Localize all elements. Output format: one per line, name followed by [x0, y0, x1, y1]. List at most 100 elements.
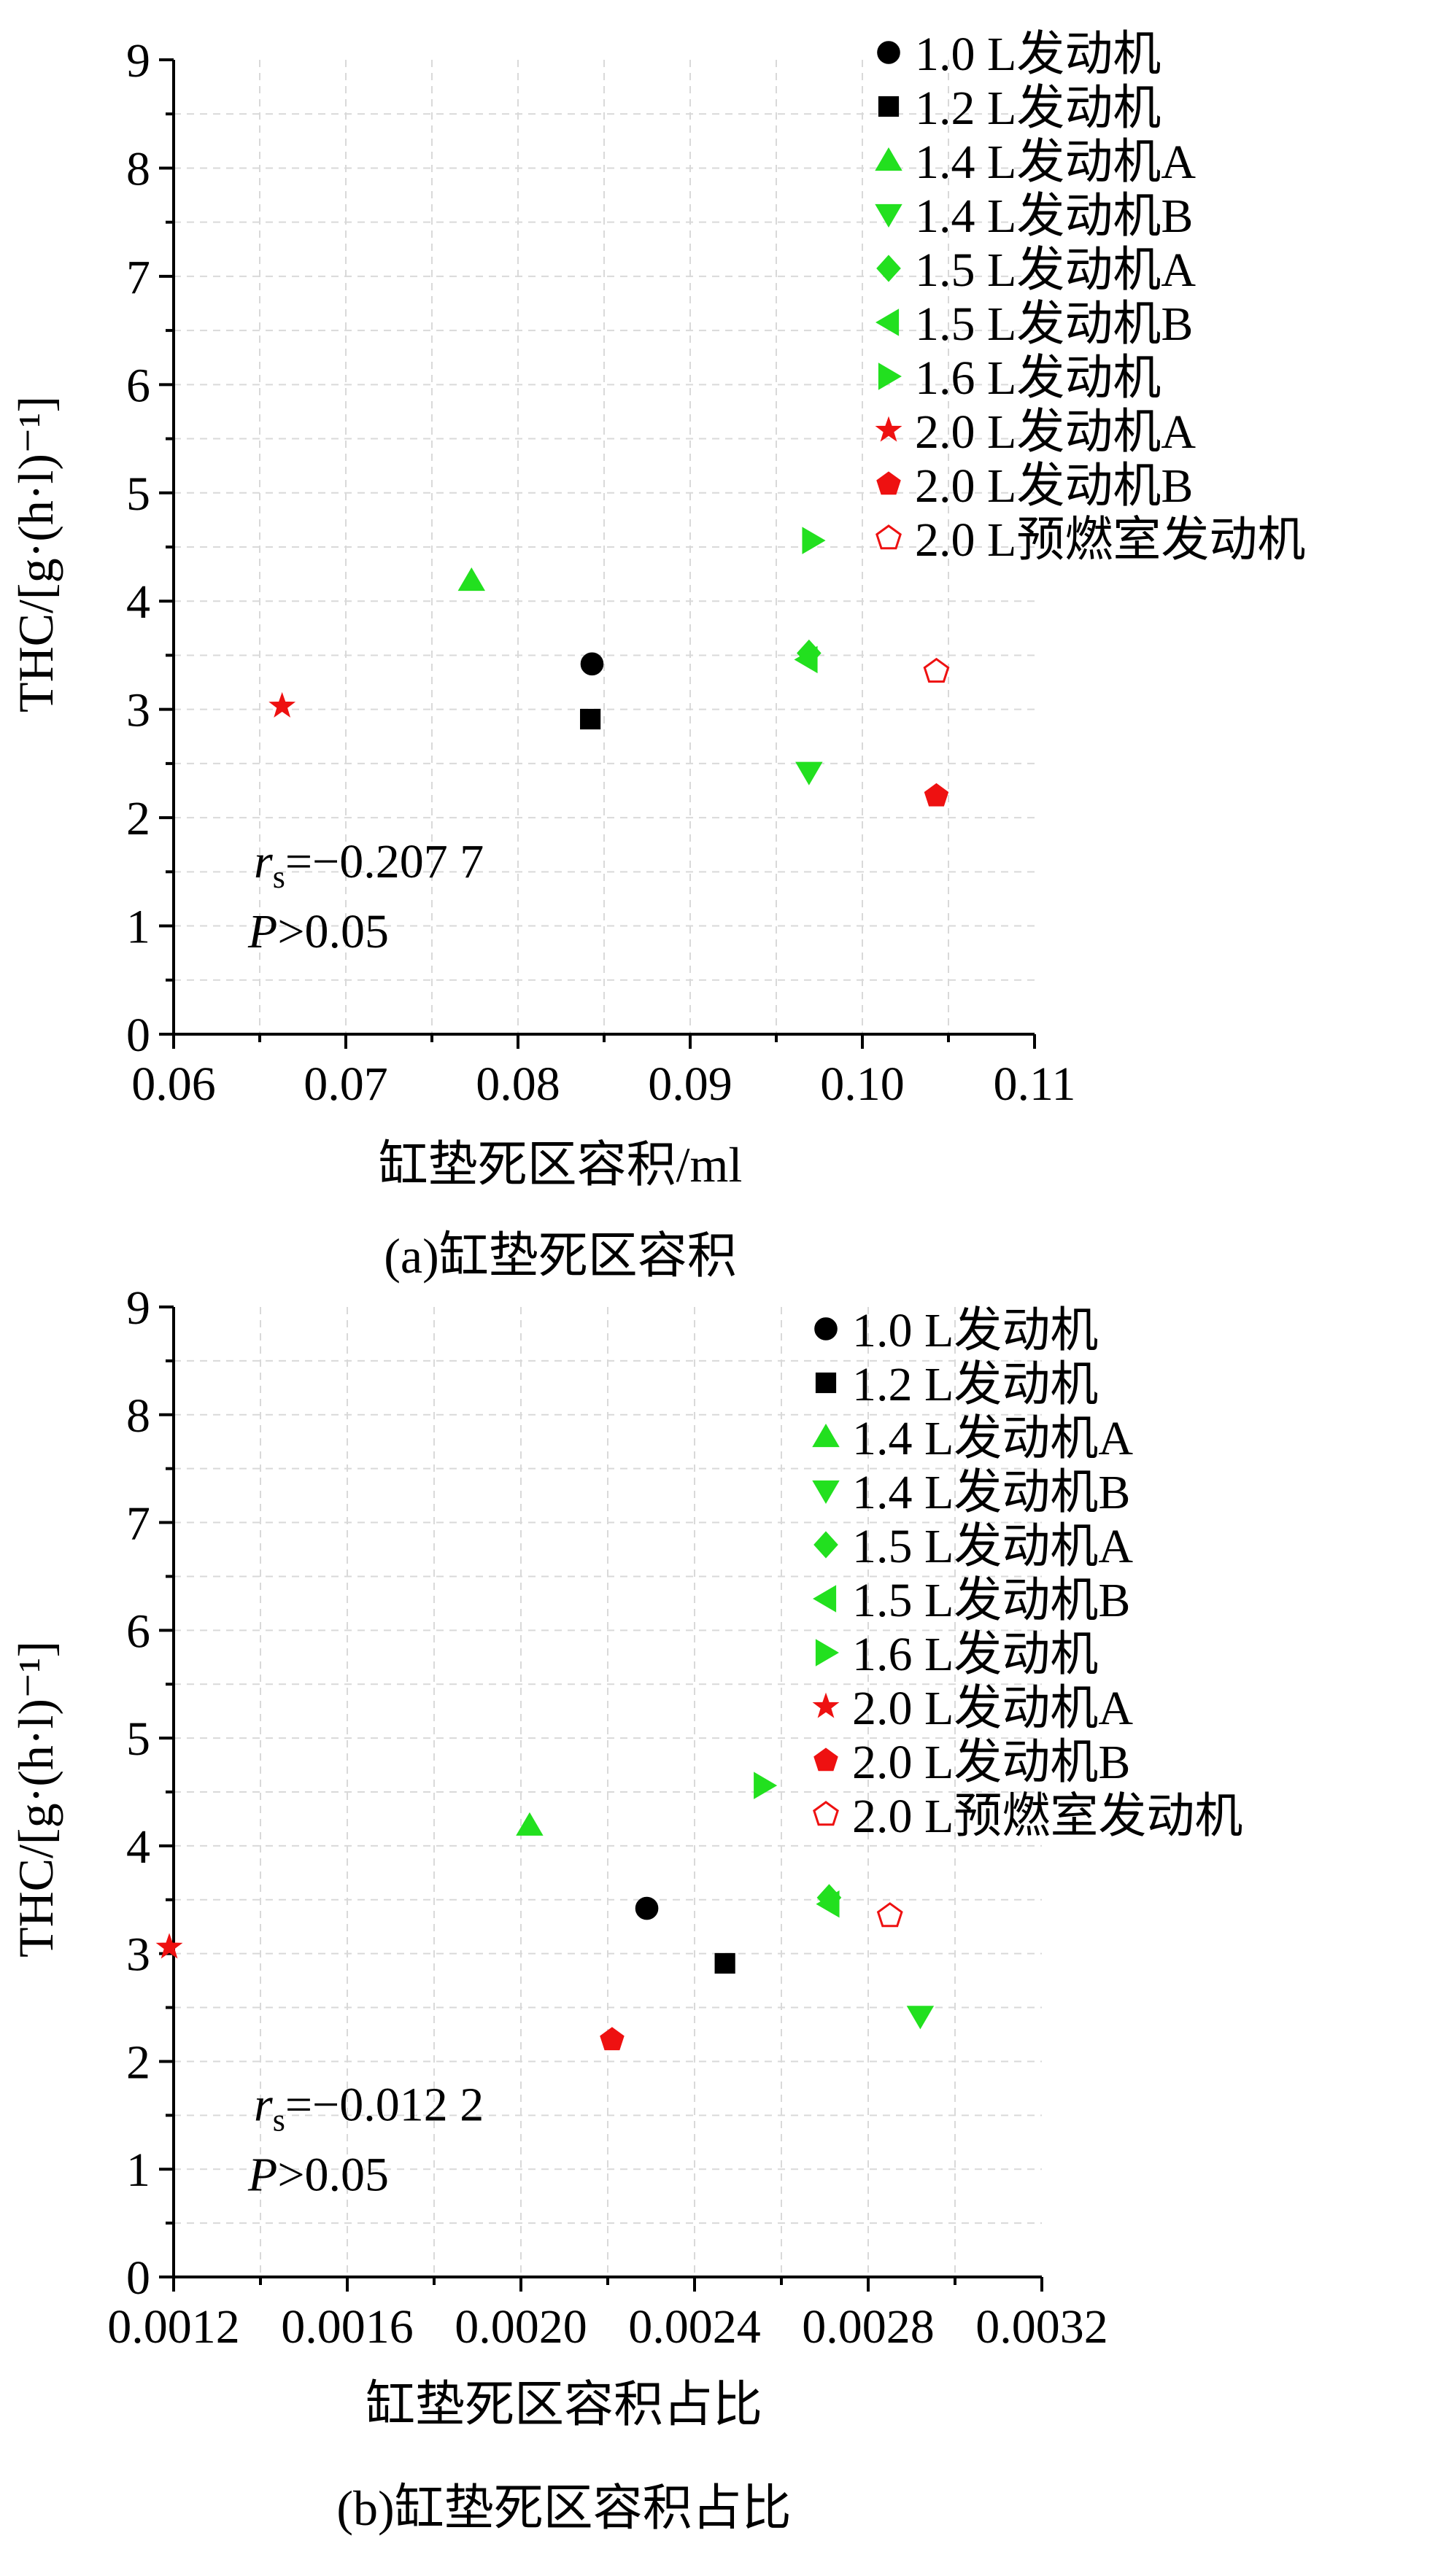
legend-marker — [813, 1585, 837, 1613]
x-axis-title: 缸垫死区容积/ml — [379, 1137, 743, 1192]
x-tick-label: 0.06 — [131, 1058, 216, 1111]
legend-label: 1.6 L发动机 — [852, 1628, 1098, 1681]
data-point — [876, 1902, 903, 1928]
figure-caption: (b)缸垫死区容积占比 — [336, 2480, 791, 2536]
r-value: =−0.207 7 — [285, 835, 484, 888]
y-tick-label: 4 — [126, 575, 150, 629]
x-tick-label: 0.09 — [648, 1058, 732, 1111]
y-tick-label: 4 — [126, 1820, 150, 1874]
data-point — [906, 2006, 935, 2030]
legend-label: 2.0 L发动机A — [915, 406, 1196, 459]
legend-label: 1.4 L发动机B — [915, 190, 1193, 243]
legend-marker — [812, 1692, 840, 1718]
legend-marker — [878, 362, 902, 390]
legend-label: 1.4 L发动机A — [915, 136, 1196, 189]
legend-marker — [875, 524, 902, 550]
legend-label: 1.0 L发动机 — [915, 28, 1161, 81]
legend-label: 1.5 L发动机B — [852, 1574, 1130, 1627]
r-symbol: r — [254, 835, 273, 888]
y-tick-label: 8 — [126, 1389, 150, 1443]
chart-a: 0.06 0.07 0.08 0.09 0.10 0.11 0 1 2 3 4 5 6 7 8 9 缸垫死区容积… — [8, 28, 1305, 1284]
data-point — [600, 2027, 625, 2051]
legend-label: 1.0 L发动机 — [852, 1304, 1098, 1357]
data-point — [802, 527, 826, 554]
legend-marker — [813, 1747, 838, 1772]
legend-label: 1.5 L发动机B — [915, 298, 1193, 351]
r-subscript: s — [273, 859, 285, 895]
y-tick-label: 7 — [126, 251, 150, 304]
data-point — [516, 1812, 544, 1836]
y-tick-label: 9 — [126, 1281, 150, 1335]
x-tick-label: 0.08 — [476, 1058, 560, 1111]
legend-marker — [815, 1372, 837, 1394]
chart-b: 0.0012 0.0016 0.0020 0.0024 0.0028 0.0032 0 1 2 3… — [8, 1281, 1242, 2536]
y-tick-label: 3 — [126, 684, 150, 737]
data-point — [457, 567, 486, 591]
legend-label: 1.2 L发动机 — [852, 1358, 1098, 1411]
figure-caption: (a)缸垫死区容积 — [384, 1228, 736, 1284]
legend-marker — [878, 96, 900, 117]
y-tick-label: 9 — [126, 34, 150, 88]
spearman-annotation: rs=−0.012 2 — [254, 2079, 484, 2138]
r-value: =−0.012 2 — [285, 2079, 484, 2132]
legend-label: 1.5 L发动机A — [852, 1520, 1133, 1573]
x-tick-label: 0.0016 — [281, 2300, 414, 2354]
x-tick-label: 0.07 — [304, 1058, 388, 1111]
x-tick-label: 0.0024 — [628, 2300, 761, 2354]
data-point — [794, 645, 818, 674]
y-tick-label: 2 — [126, 2036, 150, 2089]
data-point — [795, 761, 823, 785]
data-point — [580, 708, 601, 730]
legend-label: 2.0 L预燃室发动机 — [915, 513, 1305, 567]
r-symbol: r — [254, 2079, 273, 2132]
y-tick-label: 0 — [126, 2251, 150, 2305]
legend-label: 1.2 L发动机 — [915, 82, 1161, 135]
p-symbol: P — [247, 905, 277, 958]
legend-marker — [812, 1424, 840, 1448]
data-point — [923, 657, 950, 683]
data-point — [580, 652, 604, 676]
x-tick-label: 0.10 — [820, 1058, 905, 1111]
legend-label: 1.6 L发动机 — [915, 352, 1161, 405]
y-axis-title: THC/[g·(h·l)⁻¹] — [8, 1641, 63, 1958]
legend-marker — [815, 1639, 839, 1667]
data-point — [268, 691, 296, 718]
y-tick-label: 5 — [126, 1712, 150, 1766]
legend-marker — [876, 471, 901, 495]
x-tick-label: 0.0012 — [107, 2300, 240, 2354]
legend-label: 1.5 L发动机A — [915, 244, 1196, 297]
y-tick-label: 2 — [126, 792, 150, 845]
x-axis-title: 缸垫死区容积占比 — [366, 2377, 762, 2432]
p-annotation: P>0.05 — [247, 905, 389, 958]
p-annotation: P>0.05 — [247, 2149, 389, 2202]
data-point — [635, 1896, 659, 1920]
legend-marker — [876, 255, 901, 282]
legend-marker — [812, 1480, 840, 1504]
y-tick-label: 6 — [126, 1605, 150, 1658]
legend-label: 2.0 L预燃室发动机 — [852, 1790, 1242, 1843]
legend-marker — [875, 203, 902, 228]
spearman-annotation: rs=−0.207 7 — [254, 835, 484, 895]
y-tick-label: 1 — [126, 901, 150, 954]
legend-label: 2.0 L发动机B — [852, 1736, 1130, 1789]
legend-marker — [875, 416, 902, 442]
legend-marker — [877, 41, 900, 64]
y-tick-label: 1 — [126, 2144, 150, 2197]
legend-marker — [875, 147, 902, 171]
legend-label: 1.4 L发动机B — [852, 1466, 1130, 1519]
legend-marker — [813, 1531, 838, 1559]
x-tick-label: 0.11 — [993, 1058, 1075, 1111]
data-point — [924, 783, 949, 807]
r-subscript: s — [273, 2103, 285, 2138]
y-tick-label: 7 — [126, 1497, 150, 1551]
y-tick-label: 6 — [126, 359, 150, 412]
y-tick-label: 8 — [126, 142, 150, 195]
p-value: >0.05 — [277, 2149, 389, 2202]
legend-label: 2.0 L发动机A — [852, 1682, 1133, 1735]
legend-marker — [814, 1317, 838, 1341]
data-point — [816, 1890, 840, 1918]
legend-label: 2.0 L发动机B — [915, 459, 1193, 513]
y-axis-title: THC/[g·(h·l)⁻¹] — [8, 396, 63, 713]
data-point — [754, 1772, 778, 1799]
